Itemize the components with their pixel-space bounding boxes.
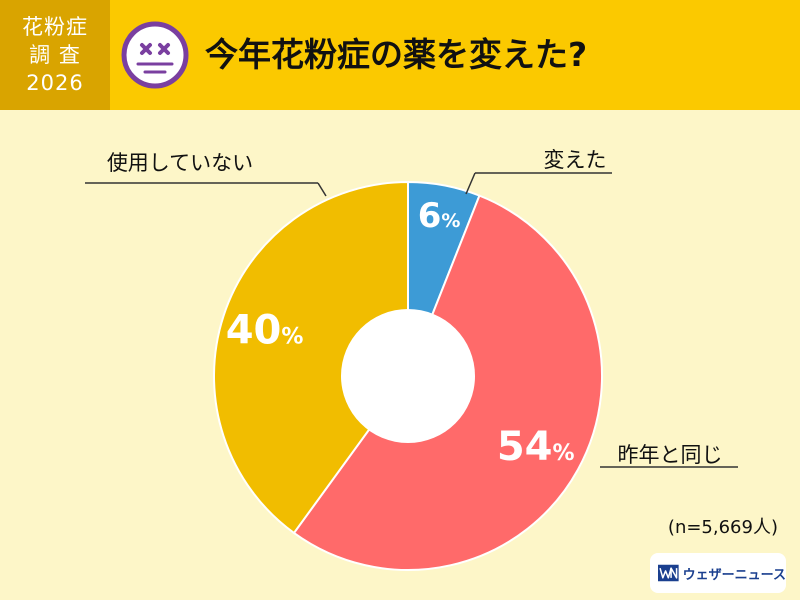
leader-tick-変えた	[465, 172, 476, 195]
sick-face-icon	[121, 21, 189, 89]
logo-text: ウェザーニュース	[682, 567, 786, 583]
value-label-変えた: 6%	[418, 196, 461, 236]
leader-tick-使用していない	[317, 182, 327, 197]
data-labels: 6% 変えた 54% 昨年と同じ 40% 使用していない	[107, 148, 723, 470]
weathernews-logo: ウェザーニュース	[650, 553, 786, 593]
category-label-昨年と同じ: 昨年と同じ	[618, 443, 723, 467]
leader-lines	[85, 172, 738, 468]
weathernews-logo-mark	[658, 564, 679, 582]
badge-line-3: 2026	[26, 71, 84, 95]
survey-badge: 花粉症 調 査 2026	[0, 0, 110, 110]
page-title: 今年花粉症の薬を変えた?	[205, 35, 588, 74]
sample-size-label: (n=5,669人)	[667, 517, 778, 538]
donut-hole	[341, 309, 475, 443]
category-label-変えた: 変えた	[544, 148, 607, 172]
badge-line-2: 調 査	[29, 43, 81, 67]
slice-使用していない	[213, 180, 409, 535]
category-label-使用していない: 使用していない	[107, 151, 253, 175]
value-label-昨年と同じ: 54%	[497, 424, 575, 470]
value-label-使用していない: 40%	[226, 307, 304, 353]
badge-line-1: 花粉症	[22, 15, 88, 39]
header: 花粉症 調 査 2026 今年花粉症の薬を変えた?	[0, 0, 800, 110]
